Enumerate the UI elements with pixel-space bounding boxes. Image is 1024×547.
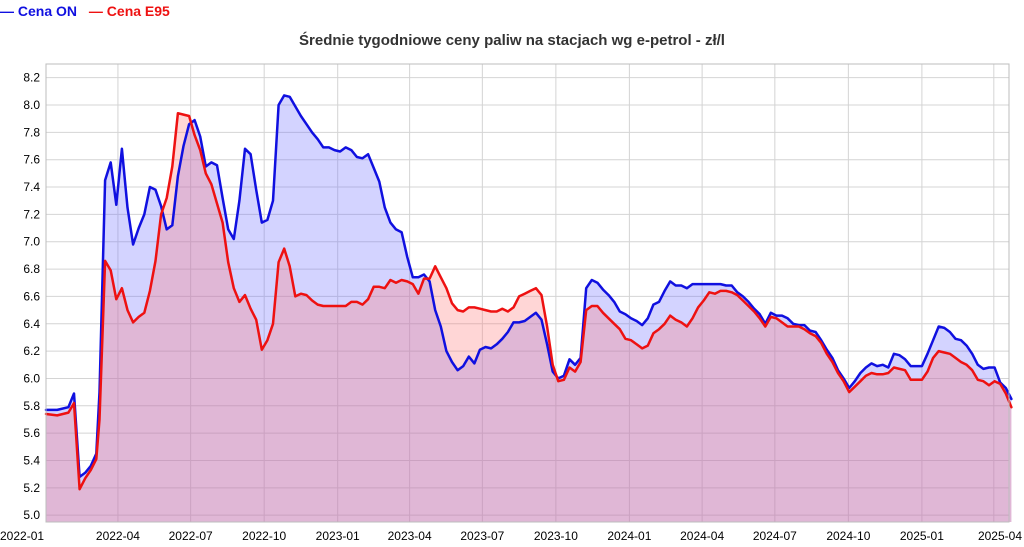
- y-tick-label: 7.6: [23, 153, 40, 167]
- tick-labels: 5.0 5.2 5.4 5.6 5.8 6.0 6.2 6.4 6.6 6.8 7.0 7.2 7.4 7…: [0, 71, 1022, 543]
- legend-item-on[interactable]: — Cena ON: [0, 3, 81, 19]
- legend-item-e95[interactable]: — Cena E95: [89, 3, 170, 19]
- y-tick-label: 8.2: [23, 71, 40, 85]
- series-line-e95[interactable]: [44, 111, 1013, 491]
- y-tick-label: 6.2: [23, 344, 40, 358]
- legend-swatch-on: —: [0, 3, 14, 19]
- plot-frame: [45, 63, 1010, 523]
- axes: [45, 63, 1010, 523]
- y-tick-label: 7.4: [23, 180, 40, 194]
- y-tick-label: 7.0: [23, 235, 40, 249]
- y-tick-label: 7.8: [23, 125, 40, 139]
- y-tick-label: 5.8: [23, 399, 40, 413]
- x-tick-label: 2025-04: [978, 529, 1022, 543]
- grid-lines: [45, 64, 1009, 522]
- x-tick-label: 2023-07: [460, 529, 504, 543]
- series-lines: [44, 94, 1013, 491]
- x-tick-label: 2024-07: [753, 529, 797, 543]
- y-tick-label: 6.0: [23, 371, 40, 385]
- y-tick-label: 5.6: [23, 426, 40, 440]
- y-tick-label: 5.0: [23, 508, 40, 522]
- x-tick-label: 2025-01: [900, 529, 944, 543]
- chart-title: Średnie tygodniowe ceny paliw na stacjac…: [299, 32, 725, 49]
- y-tick-label: 5.4: [23, 453, 40, 467]
- x-tick-label: 2022-10: [242, 529, 286, 543]
- legend-swatch-e95: —: [88, 3, 103, 19]
- x-tick-label: 2023-10: [534, 529, 578, 543]
- x-tick-label: 2023-01: [316, 529, 360, 543]
- x-tick-label: 2024-04: [680, 529, 724, 543]
- y-tick-label: 5.2: [23, 481, 40, 495]
- series-line-on[interactable]: [44, 94, 1013, 479]
- x-tick-label: 2023-04: [388, 529, 432, 543]
- y-tick-label: 7.2: [23, 207, 40, 221]
- y-tick-label: 8.0: [23, 98, 40, 112]
- legend: — Cena ON — Cena E95: [0, 3, 178, 19]
- y-tick-label: 6.6: [23, 289, 40, 303]
- y-tick-label: 6.4: [23, 317, 40, 331]
- x-tick-label: 2024-10: [826, 529, 870, 543]
- y-tick-label: 6.8: [23, 262, 40, 276]
- legend-label-e95: Cena E95: [106, 3, 170, 19]
- x-tick-label: 2022-07: [169, 529, 213, 543]
- x-tick-label: 2022-04: [96, 529, 140, 543]
- x-tick-label: 2022-01: [0, 529, 44, 543]
- series-area-on: [46, 95, 1012, 523]
- legend-label-on: Cena ON: [17, 3, 78, 19]
- x-tick-label: 2024-01: [607, 529, 651, 543]
